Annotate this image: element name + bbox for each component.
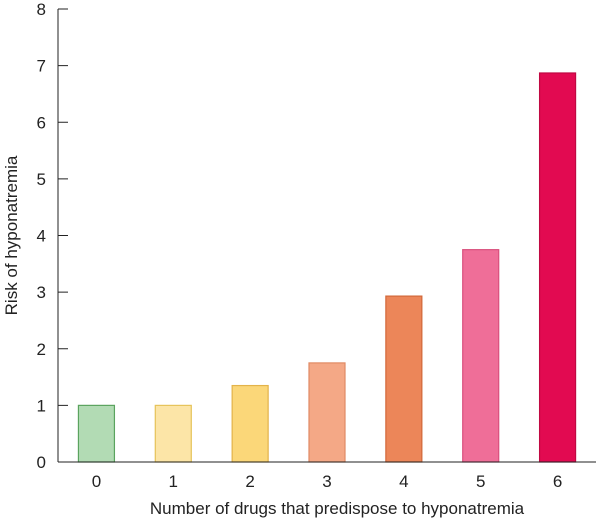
- y-tick-label: 7: [37, 57, 46, 76]
- bar-6: [538, 72, 577, 463]
- x-axis-label: Number of drugs that predispose to hypon…: [150, 499, 525, 518]
- bar-4: [385, 295, 423, 463]
- x-tick-label: 2: [245, 472, 254, 491]
- bars-group: [77, 72, 577, 463]
- bar-0: [77, 404, 116, 463]
- x-tick-label: 4: [399, 472, 408, 491]
- y-tick-label: 8: [37, 0, 46, 19]
- y-tick-label: 6: [37, 113, 46, 132]
- y-tick-label: 1: [37, 396, 46, 415]
- y-axis-label: Risk of hyponatremia: [2, 155, 21, 315]
- x-tick-label: 0: [92, 472, 101, 491]
- y-tick-label: 3: [37, 283, 46, 302]
- x-tick-label: 5: [476, 472, 485, 491]
- bar-5: [462, 249, 500, 463]
- x-tick-label: 6: [553, 472, 562, 491]
- bar-3: [308, 362, 346, 463]
- y-axis: 0 1 2 3 4 5 6 7 8: [37, 0, 68, 472]
- x-axis: 0 1 2 3 4 5 6: [92, 472, 563, 491]
- y-tick-label: 2: [37, 340, 46, 359]
- y-tick-label: 0: [37, 453, 46, 472]
- y-tick-label: 4: [37, 227, 46, 246]
- x-tick-label: 1: [169, 472, 178, 491]
- bar-1: [154, 404, 192, 463]
- bar-2: [231, 384, 269, 463]
- x-tick-label: 3: [322, 472, 331, 491]
- y-tick-label: 5: [37, 170, 46, 189]
